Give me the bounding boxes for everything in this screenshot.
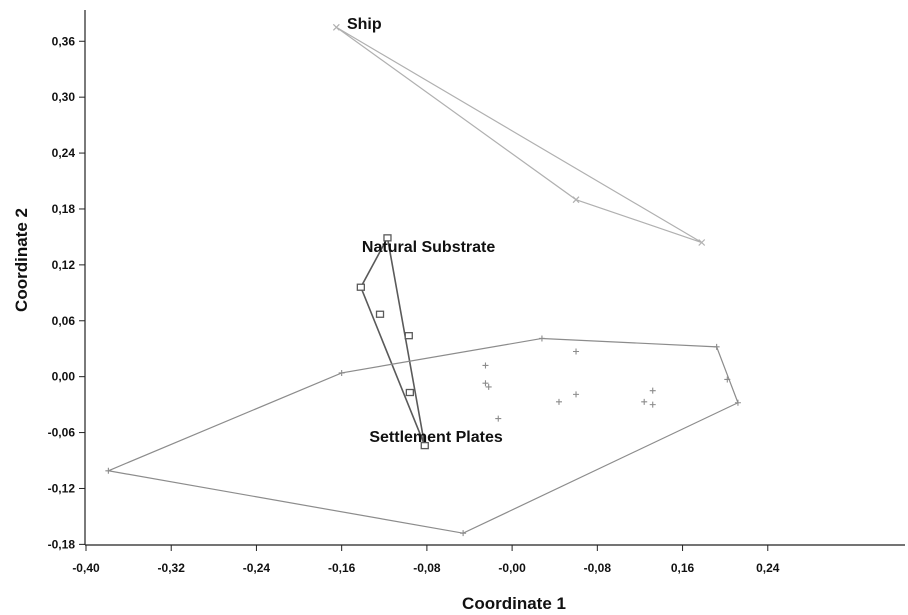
settlement-plates-point: [485, 383, 492, 390]
settlement-plates-point: [460, 530, 467, 537]
y-tick-label: -0,12: [48, 481, 76, 495]
settlement-plates-point: [641, 398, 648, 405]
settlement-plates-point: [573, 391, 580, 398]
x-axis-title: Coordinate 1: [462, 594, 566, 613]
settlement-plates-point: [734, 399, 741, 406]
ship-point: [572, 196, 580, 204]
x-tick-label: -0,08: [584, 561, 612, 575]
group-label: Natural Substrate: [362, 239, 495, 256]
natural-substrate-point: [405, 388, 414, 397]
ship-point: [332, 23, 340, 31]
natural-substrate-hull: [359, 235, 426, 446]
settlement-plates-point: [105, 467, 112, 474]
y-tick-label: 0,36: [52, 34, 76, 48]
natural-substrate-point: [383, 234, 392, 242]
settlement-plates-point: [713, 343, 720, 350]
settlement-plates-point: [555, 398, 562, 405]
x-tick-label: -0,08: [413, 561, 441, 575]
y-axis-title: Coordinate 2: [12, 208, 31, 312]
y-tick-label: 0,06: [52, 314, 76, 328]
settlement-plates-point: [482, 380, 489, 387]
group-label: Ship: [347, 16, 382, 33]
plot-axes: -0,40 -0,32 -0,24 -0,16 -0,08 -0,00 -0,08 0,16 0…: [48, 10, 905, 575]
natural-substrate-point: [404, 332, 413, 340]
settlement-plates-point: [649, 387, 656, 394]
group-label: Settlement Plates: [369, 429, 502, 446]
x-tick-label: -0,16: [328, 561, 356, 575]
y-tick-label: -0,18: [48, 537, 76, 551]
settlement-plates-point: [495, 415, 502, 422]
settlement-plates-point: [649, 401, 656, 408]
ship-point: [698, 239, 706, 246]
group-labels: Ship Natural Substrate Settlement Plates: [347, 16, 503, 446]
x-tick-label: 0,16: [671, 561, 695, 575]
settlement-plates-point: [724, 376, 731, 383]
x-tick-label: -0,00: [498, 561, 526, 575]
natural-substrate-point: [356, 283, 365, 291]
natural-substrate-point: [375, 310, 385, 318]
natural-substrate-point: [420, 441, 429, 450]
data-points: [105, 23, 741, 537]
x-tick-label: 0,24: [756, 561, 780, 575]
y-tick-label: 0,24: [52, 146, 76, 160]
settlement-plates-point: [538, 335, 545, 342]
settlement-plates-point: [573, 348, 580, 355]
y-tick-label: 0,12: [52, 258, 76, 272]
y-tick-label: 0,18: [52, 202, 76, 216]
group-hulls: [106, 26, 739, 534]
x-tick-label: -0,24: [243, 561, 271, 575]
settlement-plates-point: [338, 369, 345, 376]
y-tick-label: -0,06: [48, 426, 76, 440]
y-tick-label: 0,30: [52, 90, 76, 104]
settlement-plates-point: [482, 362, 489, 369]
y-tick-label: 0,00: [52, 370, 76, 384]
x-tick-label: -0,32: [158, 561, 186, 575]
x-tick-label: -0,40: [72, 561, 100, 575]
ship-hull: [335, 26, 703, 244]
